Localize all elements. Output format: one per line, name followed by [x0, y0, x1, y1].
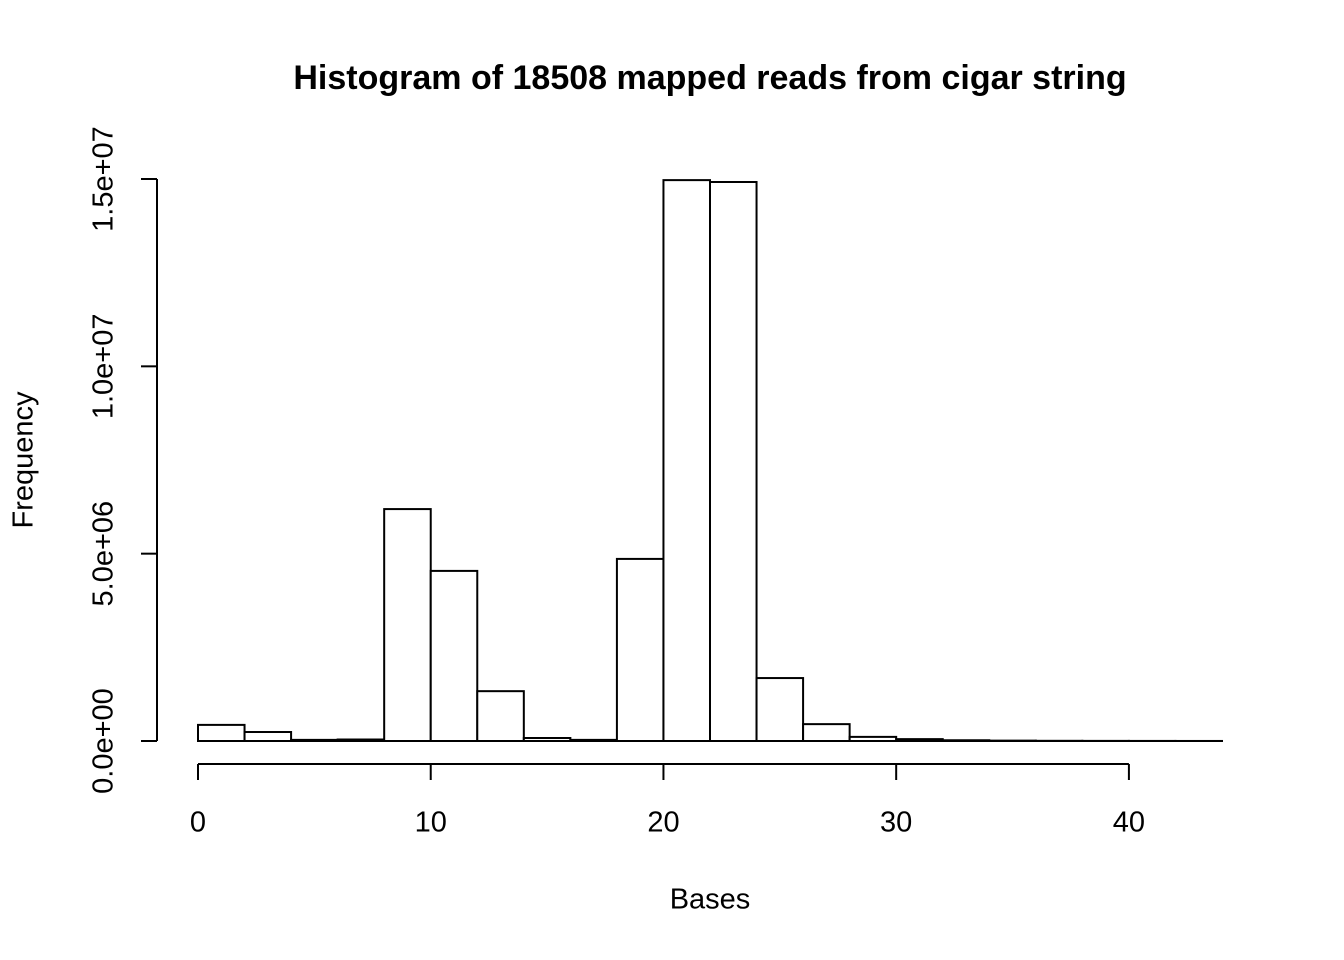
bar — [429, 569, 479, 742]
x-tick-label: 20 — [647, 807, 679, 839]
x-tick-label: 0 — [190, 807, 206, 839]
y-axis-label: Frequency — [8, 391, 40, 529]
bar — [615, 557, 665, 742]
x-tick-label: 30 — [880, 807, 912, 839]
y-tick-label: 1.0e+07 — [88, 314, 120, 420]
bar — [662, 179, 711, 742]
x-axis-label: Bases — [670, 884, 751, 916]
bar — [569, 738, 618, 742]
bar — [522, 737, 572, 743]
bar — [243, 731, 293, 742]
bar — [895, 738, 944, 742]
bar — [336, 738, 386, 743]
bar — [197, 723, 246, 743]
bar — [709, 180, 758, 743]
bar — [941, 739, 991, 743]
bar — [383, 508, 432, 742]
x-tick-label: 10 — [415, 807, 447, 839]
y-tick-label: 0.0e+00 — [88, 688, 120, 794]
chart-title: Histogram of 18508 mapped reads from cig… — [293, 59, 1126, 97]
y-tick-label: 5.0e+06 — [88, 501, 120, 607]
bar — [848, 735, 898, 742]
y-tick-label: 1.5e+07 — [88, 126, 120, 232]
bar — [755, 677, 805, 743]
x-tick-label: 40 — [1113, 807, 1145, 839]
bar — [802, 723, 851, 743]
bar — [476, 690, 525, 742]
bar — [290, 738, 339, 742]
